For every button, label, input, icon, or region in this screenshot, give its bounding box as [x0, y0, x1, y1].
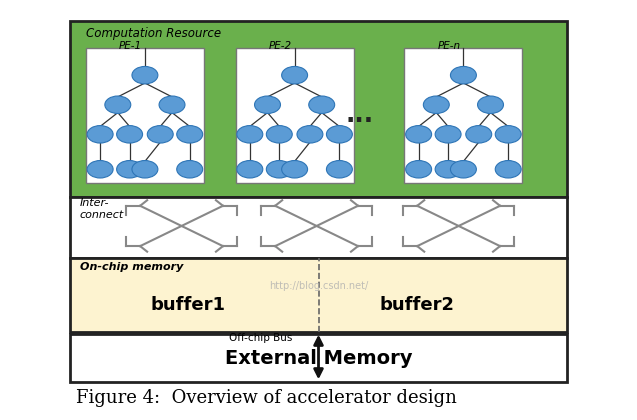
Ellipse shape — [237, 160, 263, 178]
Ellipse shape — [435, 160, 461, 178]
FancyBboxPatch shape — [236, 48, 354, 183]
Ellipse shape — [495, 126, 521, 143]
Ellipse shape — [435, 126, 461, 143]
Ellipse shape — [159, 96, 185, 113]
Ellipse shape — [87, 126, 113, 143]
Ellipse shape — [117, 160, 143, 178]
Text: Off-chip Bus: Off-chip Bus — [229, 333, 292, 343]
Ellipse shape — [282, 66, 308, 84]
FancyBboxPatch shape — [70, 258, 567, 332]
Text: PE-n: PE-n — [438, 41, 461, 51]
Ellipse shape — [266, 160, 292, 178]
Text: Computation Resource: Computation Resource — [86, 27, 221, 40]
Ellipse shape — [406, 126, 432, 143]
Text: buffer2: buffer2 — [380, 296, 455, 313]
Text: ...: ... — [346, 103, 374, 128]
FancyBboxPatch shape — [404, 48, 522, 183]
Ellipse shape — [266, 126, 292, 143]
Text: PE-1: PE-1 — [119, 41, 142, 51]
Ellipse shape — [105, 96, 131, 113]
Ellipse shape — [466, 126, 492, 143]
Ellipse shape — [478, 96, 503, 113]
Ellipse shape — [87, 160, 113, 178]
Ellipse shape — [406, 160, 432, 178]
Ellipse shape — [147, 126, 173, 143]
Ellipse shape — [326, 126, 352, 143]
Ellipse shape — [132, 160, 158, 178]
Text: Inter-
connect: Inter- connect — [80, 198, 124, 220]
Ellipse shape — [176, 126, 203, 143]
Ellipse shape — [297, 126, 323, 143]
Ellipse shape — [424, 96, 449, 113]
Ellipse shape — [132, 66, 158, 84]
Ellipse shape — [237, 126, 263, 143]
Text: On-chip memory: On-chip memory — [80, 262, 183, 273]
Ellipse shape — [309, 96, 334, 113]
Ellipse shape — [450, 160, 476, 178]
Text: External Memory: External Memory — [225, 349, 412, 368]
Ellipse shape — [282, 160, 308, 178]
Text: Figure 4:  Overview of accelerator design: Figure 4: Overview of accelerator design — [76, 389, 457, 407]
Ellipse shape — [326, 160, 352, 178]
Text: PE-2: PE-2 — [269, 41, 292, 51]
Ellipse shape — [450, 66, 476, 84]
Ellipse shape — [255, 96, 280, 113]
FancyBboxPatch shape — [70, 334, 567, 382]
Text: http://blog.csdn.net/: http://blog.csdn.net/ — [269, 281, 368, 291]
FancyBboxPatch shape — [86, 48, 204, 183]
FancyBboxPatch shape — [70, 21, 567, 197]
Ellipse shape — [176, 160, 203, 178]
Ellipse shape — [117, 126, 143, 143]
Text: buffer1: buffer1 — [150, 296, 225, 313]
Ellipse shape — [495, 160, 521, 178]
FancyBboxPatch shape — [70, 197, 567, 258]
